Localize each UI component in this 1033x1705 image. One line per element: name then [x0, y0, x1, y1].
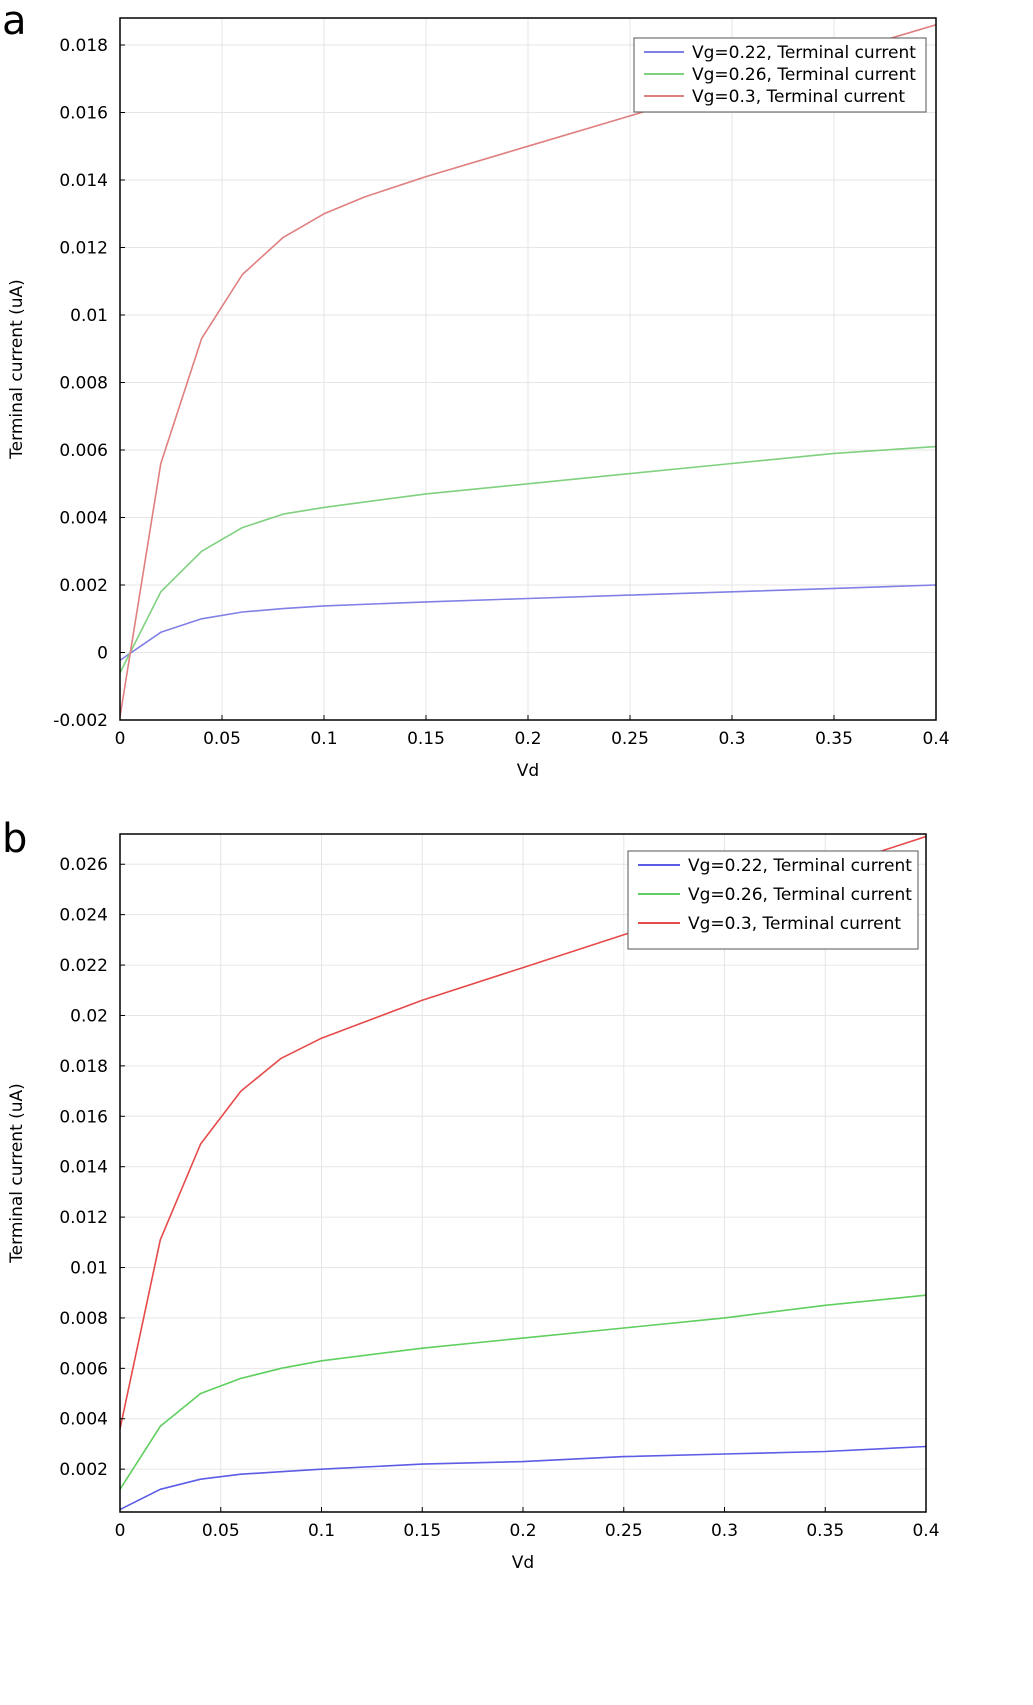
chart-panel-a: a 0 0.05 0.1 0.15 0.2 0.25 0.3 0.35 0.4 -0.002 0 0.0…	[2, 0, 950, 781]
x-tick-label: 0.1	[308, 1521, 335, 1541]
y-tick-label: 0.012	[59, 239, 108, 259]
y-tick-label: 0.016	[59, 1107, 108, 1127]
y-tick-label: -0.002	[53, 711, 108, 731]
y-tick-label: 0.006	[59, 1359, 108, 1379]
series-line-1	[120, 584, 936, 661]
x-tick-label: 0.3	[718, 729, 745, 749]
y-tick-label: 0.008	[59, 374, 108, 394]
legend-entry-3: Vg=0.3, Terminal current	[688, 914, 901, 934]
y-tick-label: 0.014	[59, 1158, 108, 1178]
y-tick-label: 0.018	[59, 1057, 108, 1077]
series-line-2	[120, 1294, 926, 1490]
x-tick-label: 0.05	[202, 1521, 240, 1541]
y-tick-label: 0.006	[59, 441, 108, 461]
y-tick-label: 0	[97, 644, 108, 664]
y-tick-label: 0.022	[59, 956, 108, 976]
legend: Vg=0.22, Terminal current Vg=0.26, Termin…	[627, 850, 919, 950]
x-axis-label: Vd	[517, 761, 539, 781]
y-tick-label: 0.02	[70, 1006, 108, 1026]
y-tick-label: 0.018	[59, 36, 108, 56]
panel-letter: a	[2, 0, 27, 44]
legend-entry-3: Vg=0.3, Terminal current	[692, 87, 905, 107]
x-tick-label: 0.35	[815, 729, 853, 749]
y-tick-label: 0.01	[70, 306, 108, 326]
x-tick-label: 0.3	[711, 1521, 738, 1541]
x-tick-label: 0.4	[912, 1521, 939, 1541]
x-tick-label: 0	[115, 1521, 126, 1541]
x-axis-label: Vd	[512, 1553, 534, 1573]
y-tick-label: 0.002	[59, 576, 108, 596]
y-tick-label: 0.014	[59, 171, 108, 191]
x-tick-label: 0.15	[407, 729, 445, 749]
y-tick-label: 0.016	[59, 104, 108, 124]
y-axis-label: Terminal current (uA)	[7, 279, 27, 460]
x-tick-label: 0.35	[806, 1521, 844, 1541]
y-tick-label: 0.012	[59, 1208, 108, 1228]
y-tick-label: 0.004	[59, 1410, 108, 1430]
legend-entry-2: Vg=0.26, Terminal current	[688, 885, 912, 905]
legend-entry-1: Vg=0.22, Terminal current	[692, 43, 916, 63]
x-tick-label: 0.25	[611, 729, 649, 749]
x-tick-label: 0.25	[605, 1521, 643, 1541]
x-tick-label: 0	[115, 729, 126, 749]
y-tick-label: 0.024	[59, 906, 108, 926]
x-tick-label: 0.1	[310, 729, 337, 749]
y-tick-label: 0.004	[59, 509, 108, 529]
x-tick-label: 0.2	[509, 1521, 536, 1541]
y-tick-label: 0.026	[59, 855, 108, 875]
y-tick-label: 0.002	[59, 1460, 108, 1480]
legend-entry-2: Vg=0.26, Terminal current	[692, 65, 916, 85]
legend-box	[627, 850, 919, 950]
y-tick-label: 0.008	[59, 1309, 108, 1329]
series-line-2	[120, 445, 936, 674]
panel-letter: b	[2, 816, 27, 862]
y-axis-label: Terminal current (uA)	[7, 1083, 27, 1264]
x-tick-label: 0.2	[514, 729, 541, 749]
legend-entry-1: Vg=0.22, Terminal current	[688, 856, 912, 876]
x-tick-label: 0.4	[922, 729, 949, 749]
chart-panel-b: b 0 0.05 0.1 0.15 0.2 0.25 0.3 0.35 0.4 0.002 0.004…	[2, 816, 940, 1573]
series-line-1	[120, 1445, 926, 1511]
y-tick-label: 0.01	[70, 1259, 108, 1279]
x-tick-label: 0.15	[403, 1521, 441, 1541]
x-tick-label: 0.05	[203, 729, 241, 749]
